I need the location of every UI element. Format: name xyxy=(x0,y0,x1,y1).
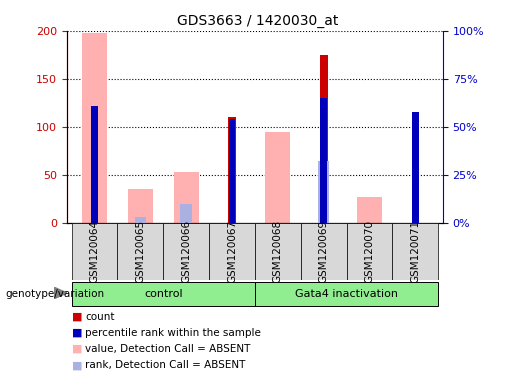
Bar xyxy=(357,197,382,223)
Text: GSM120068: GSM120068 xyxy=(273,220,283,283)
Polygon shape xyxy=(54,287,67,299)
Bar xyxy=(117,223,163,280)
Bar xyxy=(318,161,330,223)
Bar xyxy=(320,55,328,223)
Bar xyxy=(163,223,209,280)
Bar xyxy=(91,106,98,223)
Text: rank, Detection Call = ABSENT: rank, Detection Call = ABSENT xyxy=(85,360,245,370)
Bar xyxy=(72,282,255,306)
Text: ■: ■ xyxy=(72,360,82,370)
Text: GSM120065: GSM120065 xyxy=(135,220,145,283)
Bar xyxy=(134,217,146,223)
Bar xyxy=(265,131,290,223)
Text: control: control xyxy=(144,289,182,299)
Bar xyxy=(255,282,438,306)
Text: GSM120066: GSM120066 xyxy=(181,220,191,283)
Bar xyxy=(229,119,235,223)
Text: ■: ■ xyxy=(72,312,82,322)
Text: count: count xyxy=(85,312,114,322)
Bar xyxy=(174,172,199,223)
Bar xyxy=(320,98,327,223)
Text: genotype/variation: genotype/variation xyxy=(5,289,104,299)
Text: GDS3663 / 1420030_at: GDS3663 / 1420030_at xyxy=(177,14,338,28)
Text: ■: ■ xyxy=(72,344,82,354)
Bar xyxy=(347,223,392,280)
Text: percentile rank within the sample: percentile rank within the sample xyxy=(85,328,261,338)
Text: GSM120071: GSM120071 xyxy=(410,220,420,283)
Text: GSM120064: GSM120064 xyxy=(90,220,99,283)
Text: Gata4 inactivation: Gata4 inactivation xyxy=(295,289,398,299)
Text: GSM120069: GSM120069 xyxy=(319,220,329,283)
Bar xyxy=(72,223,117,280)
Bar xyxy=(228,117,236,223)
Bar xyxy=(209,223,255,280)
Bar xyxy=(392,223,438,280)
Text: GSM120070: GSM120070 xyxy=(365,220,374,283)
Bar xyxy=(301,223,347,280)
Bar xyxy=(82,33,107,223)
Bar xyxy=(255,223,301,280)
Bar xyxy=(180,204,192,223)
Bar xyxy=(128,189,153,223)
Text: value, Detection Call = ABSENT: value, Detection Call = ABSENT xyxy=(85,344,250,354)
Text: ■: ■ xyxy=(72,328,82,338)
Bar xyxy=(412,113,419,223)
Text: GSM120067: GSM120067 xyxy=(227,220,237,283)
